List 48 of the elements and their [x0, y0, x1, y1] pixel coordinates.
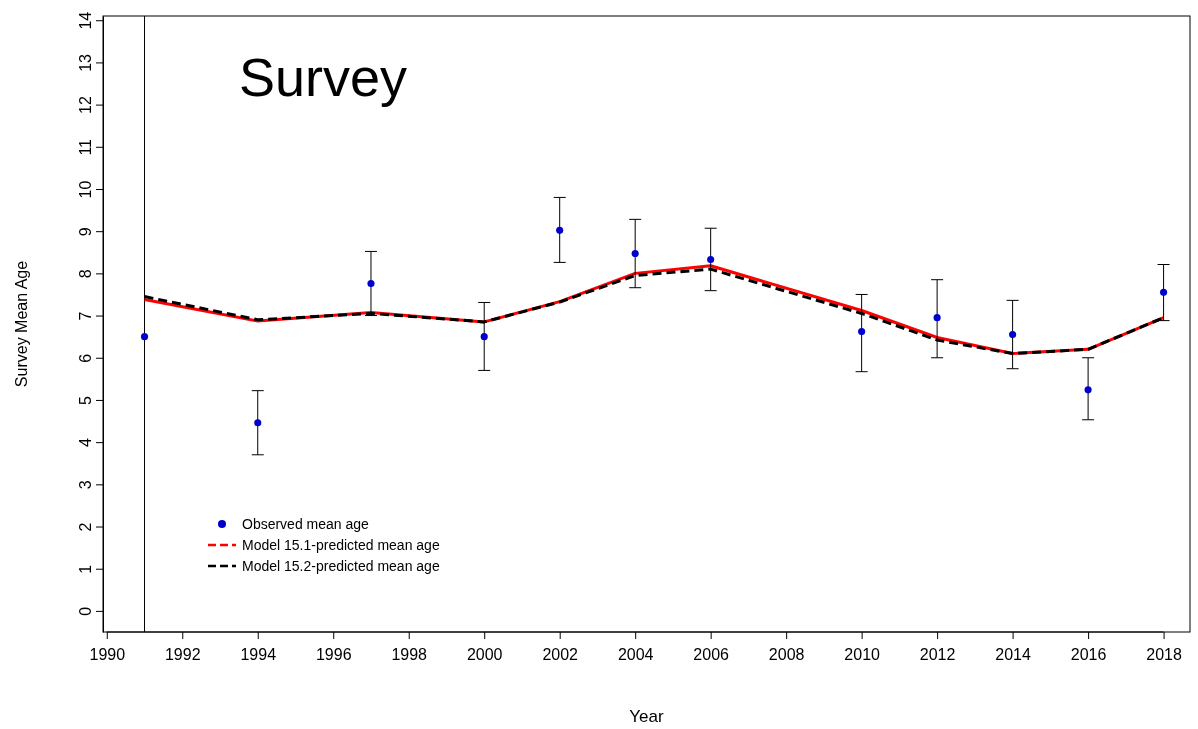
y-tick-label: 3: [76, 480, 94, 490]
x-tick-label: 1996: [315, 645, 352, 663]
point: [367, 279, 375, 288]
point: [556, 226, 564, 234]
x-tick-label: 2006: [693, 645, 730, 663]
x-tick-label: 2004: [617, 645, 654, 663]
legend-label: Model 15.1-predicted mean age: [242, 537, 440, 553]
point: [140, 333, 149, 341]
y-tick-label: 1: [76, 564, 94, 574]
point: [933, 314, 941, 322]
text: Survey: [238, 47, 407, 108]
x-tick-label: 2014: [995, 645, 1032, 663]
y-tick-label: 9: [76, 227, 94, 237]
x-tick-label: 2012: [919, 645, 956, 663]
x-tick-label: 2008: [768, 645, 805, 663]
x-axis-title: Year: [629, 707, 665, 726]
point: [1160, 288, 1168, 296]
point: [254, 419, 262, 427]
y-tick-label: 11: [76, 138, 94, 156]
point: [1084, 386, 1092, 394]
legend-label: Observed mean age: [242, 516, 370, 532]
point: [858, 328, 866, 336]
x-tick-label: 2002: [542, 645, 579, 663]
x-tick-label: 1990: [89, 645, 126, 663]
y-tick-label: 6: [76, 353, 94, 363]
x-tick-label: 1998: [391, 645, 428, 663]
y-tick-label: 0: [76, 606, 94, 616]
x-tick-label: 2010: [844, 645, 881, 663]
y-tick-label: 4: [76, 438, 94, 448]
y-tick-label: 2: [76, 522, 94, 532]
y-tick-label: 13: [76, 53, 94, 72]
x-tick-label: 1994: [240, 645, 277, 663]
x-tick-label: 2000: [466, 645, 503, 663]
x-tick-label: 1992: [164, 645, 201, 663]
x-tick-label: 2018: [1146, 645, 1182, 663]
point: [1009, 330, 1017, 339]
point: [480, 333, 488, 341]
point: [631, 249, 639, 258]
y-tick-label: 14: [76, 11, 94, 30]
y-tick-label: 8: [76, 269, 94, 279]
y-tick-label: 5: [76, 395, 94, 405]
legend-label: Model 15.2-predicted mean age: [242, 558, 440, 574]
x-tick-label: 2016: [1070, 645, 1107, 663]
point: [707, 255, 715, 264]
y-tick-label: 7: [76, 311, 94, 321]
y-axis-title: Survey Mean Age: [13, 260, 30, 388]
y-tick-label: 10: [76, 180, 94, 199]
y-tick-label: 12: [76, 96, 94, 114]
